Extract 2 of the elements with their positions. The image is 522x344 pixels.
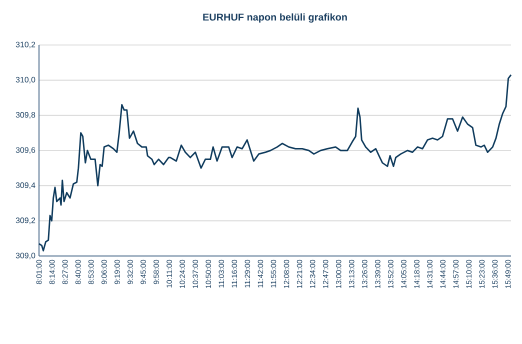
chart-title: EURHUF napon belüli grafikon: [203, 13, 347, 23]
line-series: [38, 74, 512, 252]
